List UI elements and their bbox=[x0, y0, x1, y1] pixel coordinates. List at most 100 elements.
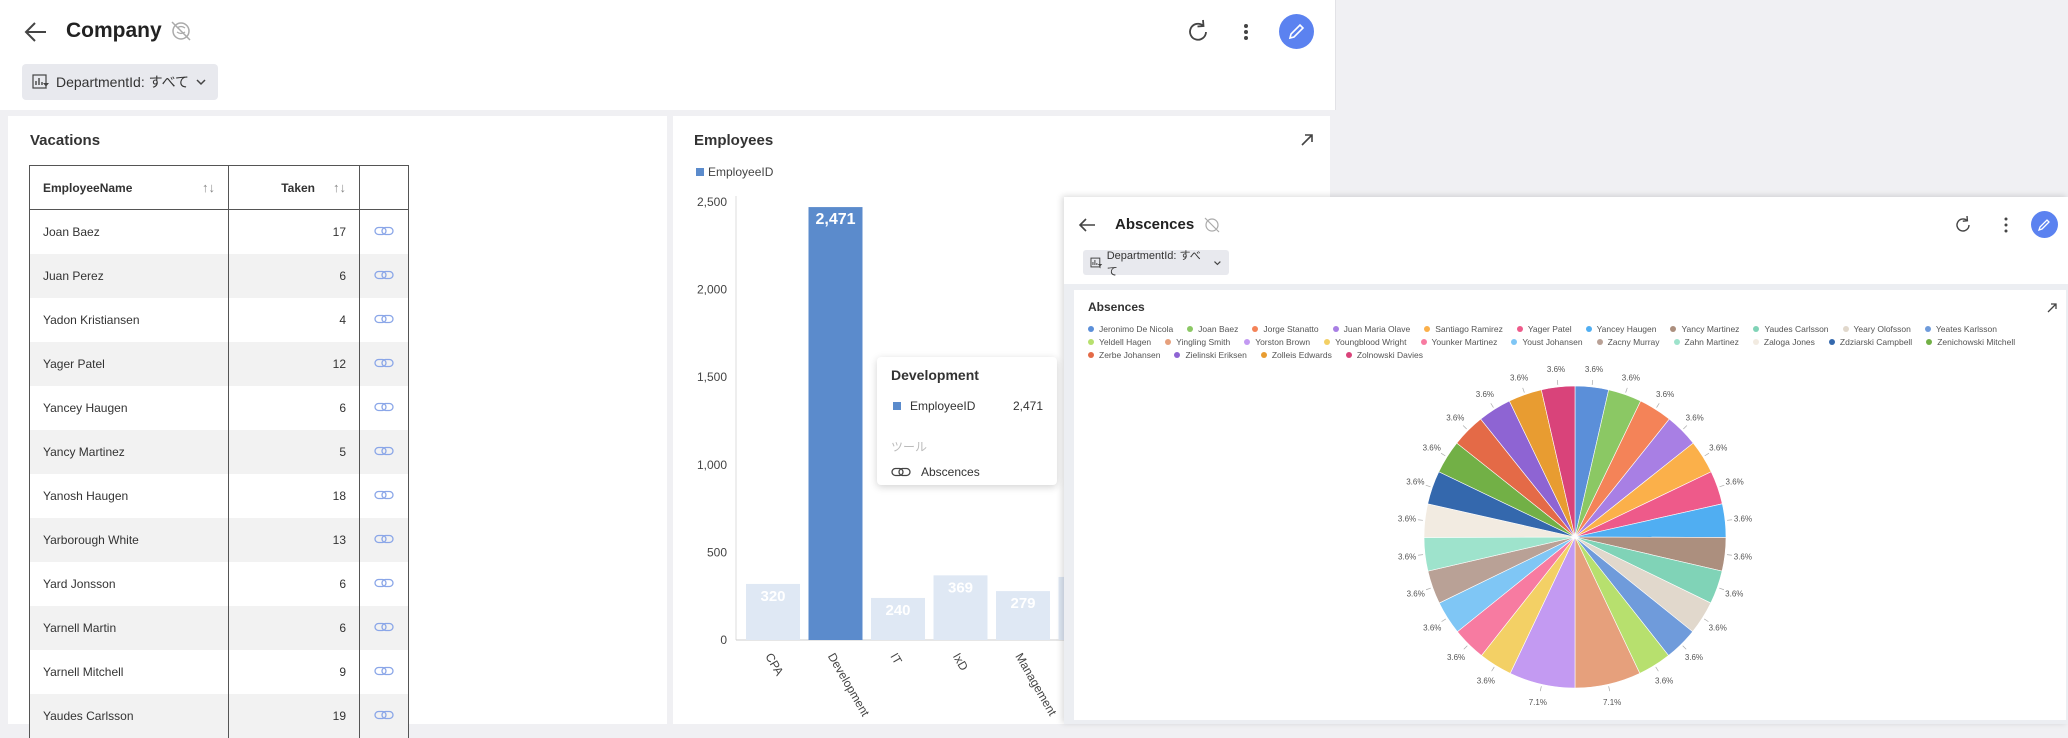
refresh-icon[interactable] bbox=[1184, 18, 1212, 46]
table-row[interactable]: Yaudes Carlsson 19 bbox=[29, 693, 409, 738]
link-icon[interactable] bbox=[374, 666, 394, 676]
table-row[interactable]: Joan Baez 17 bbox=[29, 209, 409, 254]
column-header-employee-name[interactable]: EmployeeName ↑↓ bbox=[29, 165, 229, 210]
link-icon[interactable] bbox=[374, 710, 394, 720]
brain-off-icon[interactable] bbox=[168, 18, 194, 44]
edit-button[interactable] bbox=[1279, 14, 1314, 49]
legend-item[interactable]: Jorge Stanatto bbox=[1252, 324, 1319, 334]
legend-item[interactable]: Joan Baez bbox=[1187, 324, 1238, 334]
tooltip-link-label: Abscences bbox=[921, 465, 980, 479]
table-row[interactable]: Yager Patel 12 bbox=[29, 341, 409, 386]
table-row[interactable]: Yanosh Haugen 18 bbox=[29, 473, 409, 518]
row-link-cell[interactable] bbox=[359, 253, 409, 298]
legend-item[interactable]: Youngblood Wright bbox=[1324, 337, 1407, 347]
row-link-cell[interactable] bbox=[359, 385, 409, 430]
legend-item[interactable]: Santiago Ramirez bbox=[1424, 324, 1503, 334]
link-icon[interactable] bbox=[374, 578, 394, 588]
legend-item[interactable]: Yeates Karlsson bbox=[1924, 324, 1997, 334]
pie-data-label: 3.6% bbox=[1477, 677, 1495, 686]
table-row[interactable]: Yard Jonsson 6 bbox=[29, 561, 409, 606]
link-icon[interactable] bbox=[374, 226, 394, 236]
legend-item[interactable]: Zenichowski Mitchell bbox=[1926, 337, 2015, 347]
expand-icon[interactable] bbox=[1299, 132, 1315, 148]
legend-label: Yorston Brown bbox=[1255, 337, 1311, 347]
link-icon[interactable] bbox=[374, 358, 394, 368]
row-link-cell[interactable] bbox=[359, 693, 409, 738]
legend-item[interactable]: Jeronimo De Nicola bbox=[1088, 324, 1173, 334]
tooltip-link-abscences[interactable]: Abscences bbox=[891, 465, 980, 479]
legend-item[interactable]: Zaloga Jones bbox=[1752, 337, 1815, 347]
legend-item[interactable]: Youst Johansen bbox=[1511, 337, 1583, 347]
expand-icon[interactable] bbox=[2046, 302, 2058, 314]
refresh-icon[interactable] bbox=[1952, 214, 1974, 236]
dashboard-header: Company DepartmentId: すべて bbox=[0, 0, 1336, 110]
legend-item[interactable]: Zacny Murray bbox=[1596, 337, 1660, 347]
brain-off-icon[interactable] bbox=[1202, 215, 1222, 235]
link-icon[interactable] bbox=[374, 402, 394, 412]
row-link-cell[interactable] bbox=[359, 517, 409, 562]
legend-item[interactable]: Younker Martinez bbox=[1420, 337, 1497, 347]
link-icon[interactable] bbox=[374, 490, 394, 500]
pie-data-label: 3.6% bbox=[1510, 374, 1528, 383]
chevron-down-icon bbox=[1214, 260, 1221, 265]
column-header-taken[interactable]: Taken ↑↓ bbox=[228, 165, 360, 210]
taken-cell: 5 bbox=[228, 429, 360, 474]
legend-item[interactable]: Yancy Martinez bbox=[1670, 324, 1739, 334]
pie-data-label: 3.6% bbox=[1622, 374, 1640, 383]
pie-slice[interactable] bbox=[1540, 385, 1576, 538]
table-row[interactable]: Yarnell Mitchell 9 bbox=[29, 649, 409, 694]
row-link-cell[interactable] bbox=[359, 561, 409, 606]
legend-item[interactable]: Yeary Olofsson bbox=[1842, 324, 1911, 334]
legend-dot bbox=[1187, 326, 1194, 332]
row-link-cell[interactable] bbox=[359, 429, 409, 474]
table-row[interactable]: Yarnell Martin 6 bbox=[29, 605, 409, 650]
link-icon[interactable] bbox=[374, 314, 394, 324]
legend-item[interactable]: Zolleis Edwards bbox=[1260, 350, 1332, 360]
legend-item[interactable]: Zerbe Johansen bbox=[1088, 350, 1160, 360]
bar-it[interactable] bbox=[871, 597, 925, 640]
bar-partial[interactable] bbox=[1058, 576, 1066, 640]
back-arrow-icon[interactable] bbox=[1076, 214, 1098, 236]
sort-icon[interactable]: ↑↓ bbox=[202, 180, 215, 195]
row-link-cell[interactable] bbox=[359, 341, 409, 386]
department-filter-chip[interactable]: DepartmentId: すべて bbox=[22, 64, 218, 100]
bar-cpa[interactable] bbox=[746, 583, 800, 640]
legend-item[interactable]: Zielinski Eriksen bbox=[1174, 350, 1247, 360]
table-row[interactable]: Juan Perez 6 bbox=[29, 253, 409, 298]
link-icon[interactable] bbox=[374, 446, 394, 456]
table-row[interactable]: Yarborough White 13 bbox=[29, 517, 409, 562]
legend-item[interactable]: Yancey Haugen bbox=[1585, 324, 1656, 334]
more-vertical-icon[interactable] bbox=[2000, 214, 2012, 236]
link-icon[interactable] bbox=[374, 622, 394, 632]
legend-item[interactable]: Yeldell Hagen bbox=[1088, 337, 1151, 347]
employee-name-cell: Yager Patel bbox=[29, 341, 229, 386]
legend-item[interactable]: Zahn Martinez bbox=[1673, 337, 1739, 347]
back-arrow-icon[interactable] bbox=[22, 18, 50, 46]
bar-ixd[interactable] bbox=[933, 575, 988, 640]
pie-leader-line bbox=[1425, 587, 1431, 591]
row-link-cell[interactable] bbox=[359, 209, 409, 254]
sort-icon[interactable]: ↑↓ bbox=[333, 180, 346, 195]
row-link-cell[interactable] bbox=[359, 473, 409, 518]
pie-leader-line bbox=[1704, 618, 1709, 622]
table-row[interactable]: Yancy Martinez 5 bbox=[29, 429, 409, 474]
row-link-cell[interactable] bbox=[359, 605, 409, 650]
row-link-cell[interactable] bbox=[359, 297, 409, 342]
table-row[interactable]: Yancey Haugen 6 bbox=[29, 385, 409, 430]
legend-item[interactable]: Zolnowski Davies bbox=[1345, 350, 1423, 360]
department-filter-chip[interactable]: DepartmentId: すべて bbox=[1083, 250, 1229, 278]
row-link-cell[interactable] bbox=[359, 649, 409, 694]
link-icon[interactable] bbox=[374, 270, 394, 280]
link-icon[interactable] bbox=[374, 534, 394, 544]
bar-management[interactable] bbox=[996, 591, 1050, 640]
more-vertical-icon[interactable] bbox=[1236, 18, 1256, 46]
legend-item[interactable]: Yaudes Carlsson bbox=[1753, 324, 1829, 334]
bar-development[interactable] bbox=[808, 207, 863, 640]
legend-item[interactable]: Juan Maria Olave bbox=[1332, 324, 1410, 334]
legend-item[interactable]: Yager Patel bbox=[1516, 324, 1572, 334]
edit-button[interactable] bbox=[2031, 211, 2058, 238]
legend-item[interactable]: Yingling Smith bbox=[1165, 337, 1230, 347]
legend-item[interactable]: Zdziarski Campbell bbox=[1828, 337, 1912, 347]
table-row[interactable]: Yadon Kristiansen 4 bbox=[29, 297, 409, 342]
legend-item[interactable]: Yorston Brown bbox=[1244, 337, 1310, 347]
